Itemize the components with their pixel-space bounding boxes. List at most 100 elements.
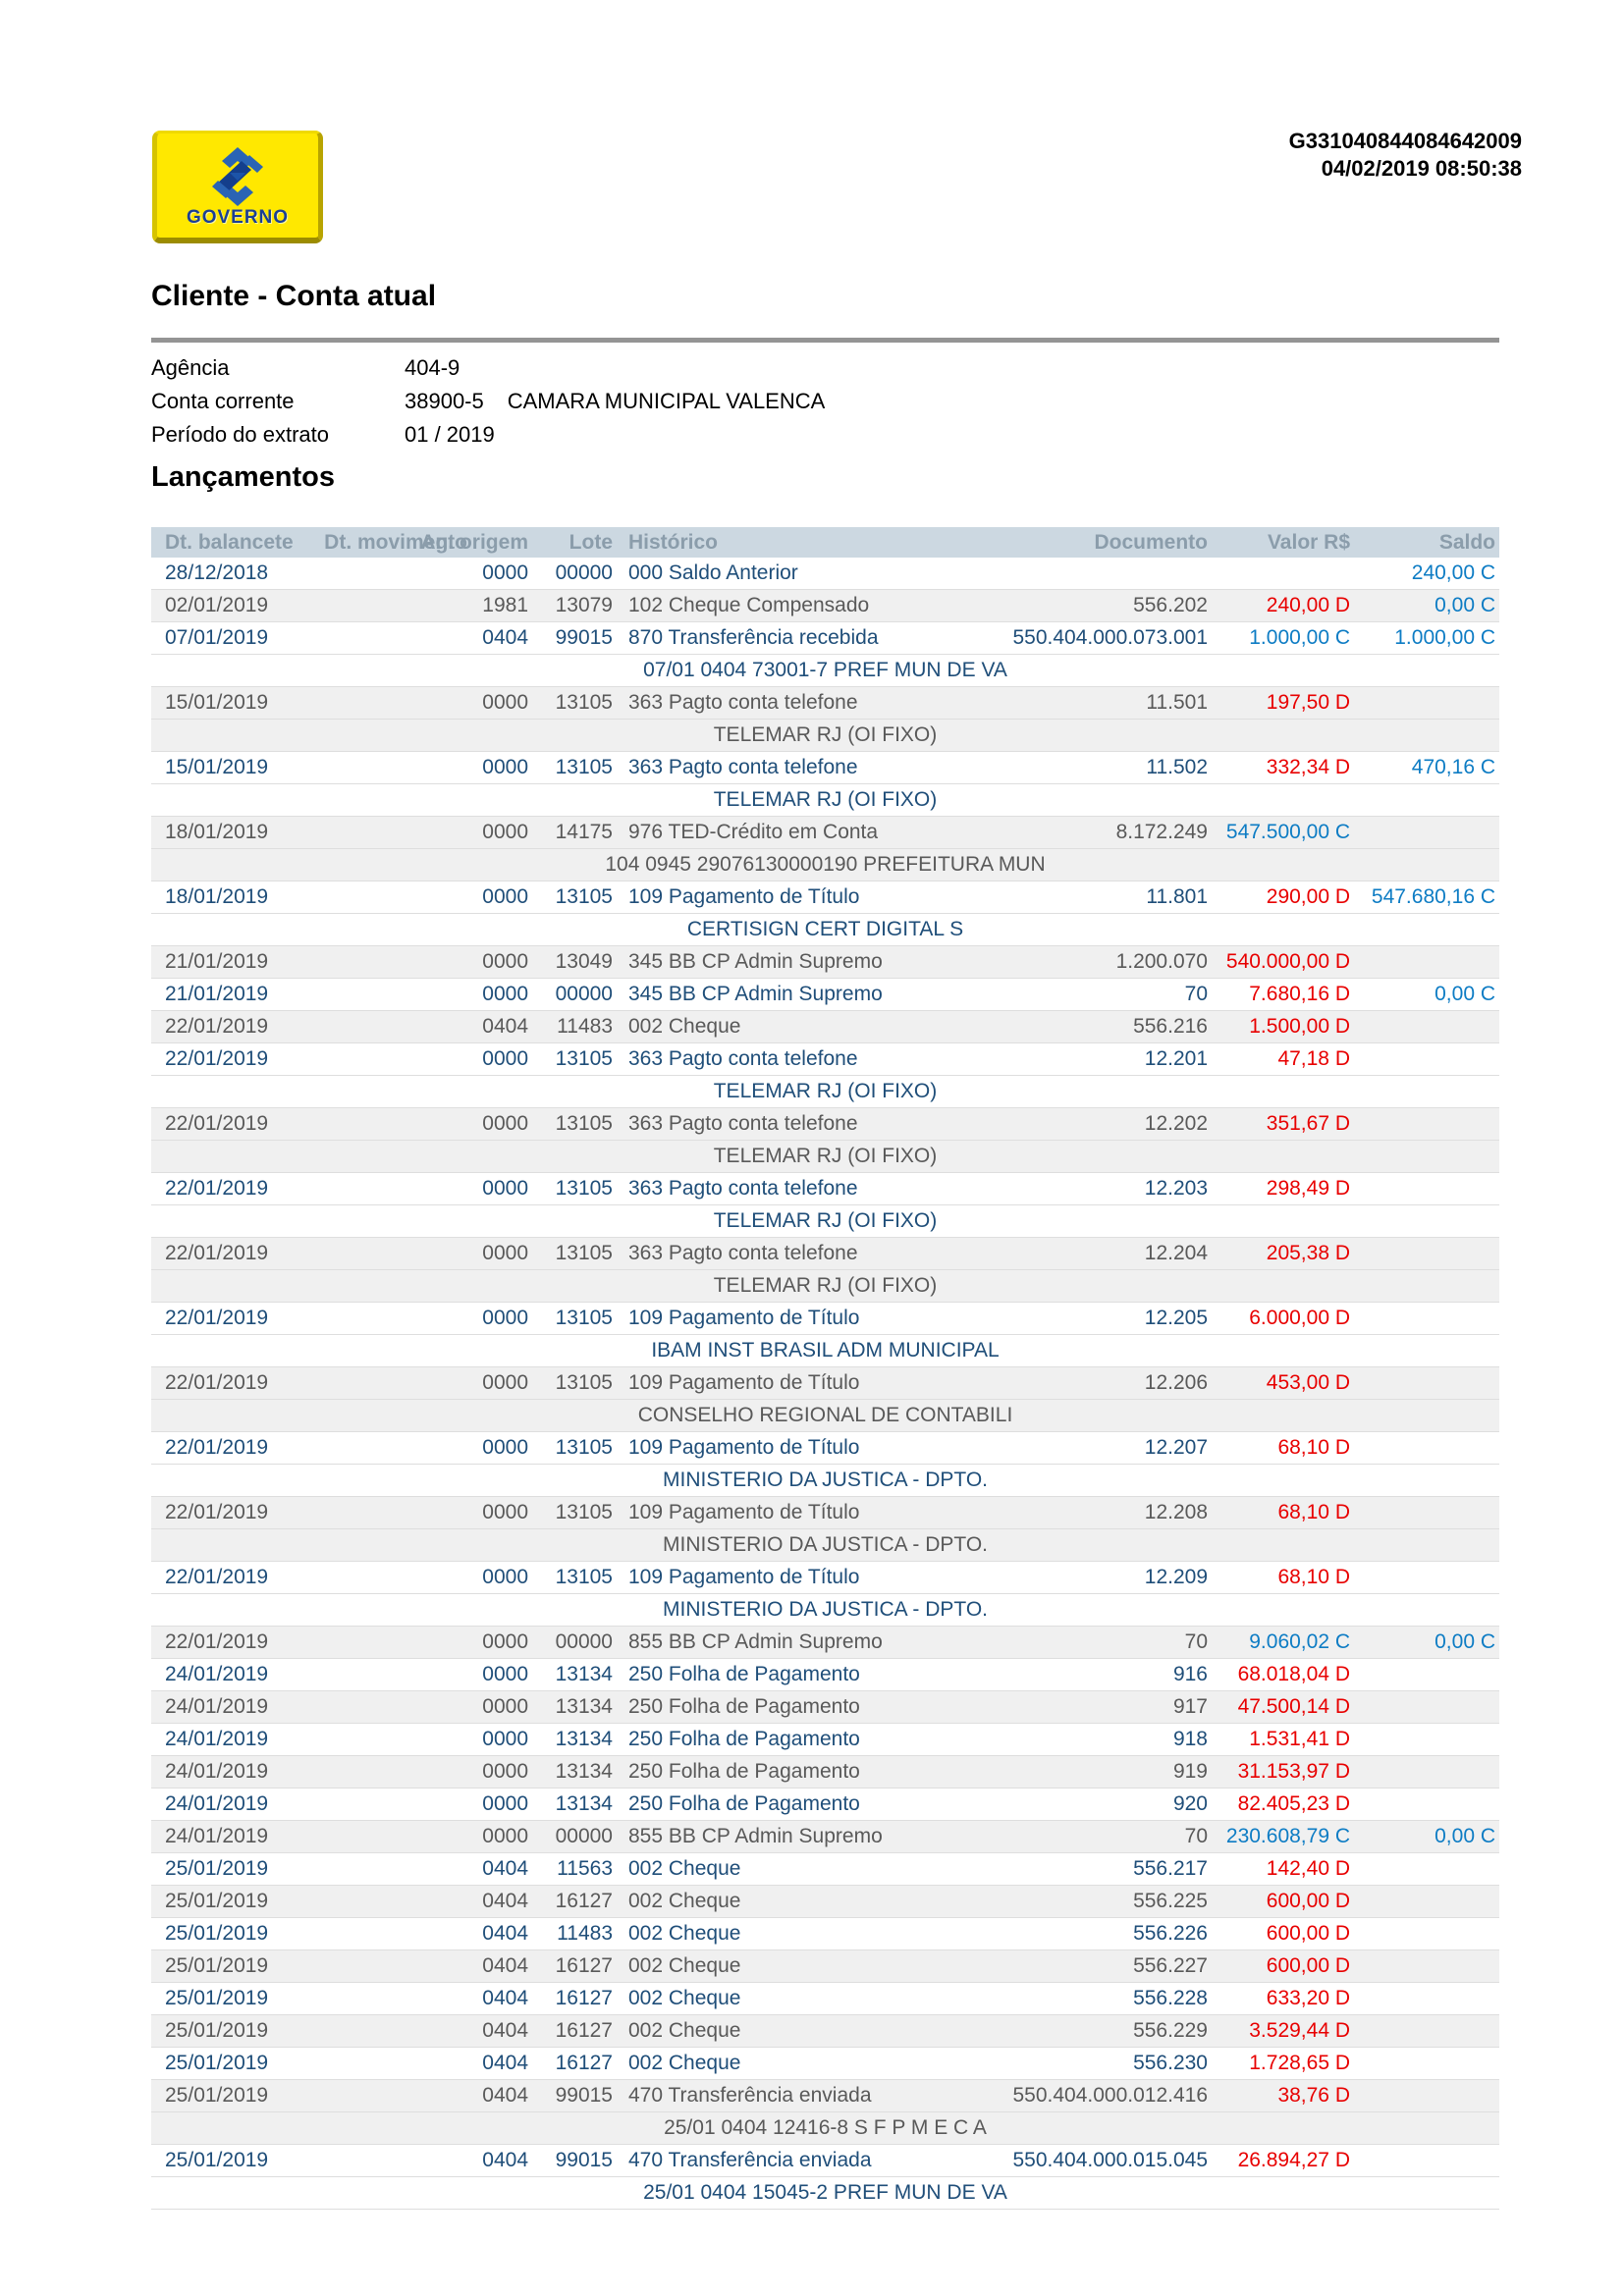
cell-historico: 109 Pagamento de Título — [628, 1566, 860, 1588]
continuation-text: MINISTERIO DA JUSTICA - DPTO. — [663, 1468, 988, 1491]
col-header-historico: Histórico — [628, 530, 719, 554]
cell-dt-balancete: 22/01/2019 — [165, 1307, 269, 1329]
table-row: 22/01/2019 0000 13105 109 Pagamento de T… — [151, 1432, 1499, 1465]
cell-saldo: 0,00 C — [1435, 983, 1495, 1005]
cell-lote: 13134 — [555, 1663, 613, 1685]
cell-documento: 12.207 — [1144, 1436, 1208, 1459]
cell-dt-balancete: 24/01/2019 — [165, 1760, 269, 1783]
continuation-text: 25/01 0404 12416-8 S F P M E C A — [664, 2116, 987, 2139]
cell-dt-balancete: 22/01/2019 — [165, 1371, 269, 1394]
cell-dt-movimento — [318, 1173, 475, 1204]
table-row: 25/01/2019 0404 16127 002 Cheque 556.227… — [151, 1950, 1499, 1983]
continuation-text: MINISTERIO DA JUSTICA - DPTO. — [663, 1533, 988, 1556]
cell-dt-movimento — [318, 1238, 475, 1269]
cell-dt-movimento — [318, 1011, 475, 1042]
continuation-text: TELEMAR RJ (OI FIXO) — [713, 1274, 938, 1297]
table-row: 24/01/2019 0000 13134 250 Folha de Pagam… — [151, 1724, 1499, 1756]
cell-lote: 16127 — [555, 2052, 613, 2074]
cell-ag-origem: 0404 — [482, 1922, 528, 1945]
cell-documento: 70 — [1184, 1825, 1208, 1847]
table-continuation-row: TELEMAR RJ (OI FIXO) — [151, 1141, 1499, 1173]
cell-historico: 102 Cheque Compensado — [628, 594, 870, 616]
cell-dt-movimento — [318, 2048, 475, 2079]
cell-saldo — [1354, 1950, 1499, 1982]
cell-ag-origem: 0000 — [482, 885, 528, 908]
cell-lote: 99015 — [555, 2149, 613, 2171]
cell-lote: 13049 — [555, 950, 613, 973]
cell-saldo — [1354, 1886, 1499, 1917]
info-row-agencia: Agência 404-9 — [151, 351, 825, 385]
cell-valor: 453,00 D — [1266, 1371, 1350, 1394]
cell-dt-movimento — [318, 1432, 475, 1464]
cell-dt-movimento — [318, 1950, 475, 1982]
cell-lote: 13105 — [555, 1177, 613, 1200]
cell-historico: 976 TED-Crédito em Conta — [628, 821, 879, 843]
cell-dt-balancete: 22/01/2019 — [165, 1112, 269, 1135]
table-row: 24/01/2019 0000 13134 250 Folha de Pagam… — [151, 1756, 1499, 1789]
continuation-text: 07/01 0404 73001-7 PREF MUN DE VA — [643, 659, 1007, 681]
table-body: 28/12/2018 0000 00000 000 Saldo Anterior… — [151, 558, 1499, 2210]
cell-ag-origem: 0000 — [482, 561, 528, 584]
cell-saldo — [1354, 1562, 1499, 1593]
cell-documento: 12.201 — [1144, 1047, 1208, 1070]
cell-documento: 556.229 — [1133, 2019, 1208, 2042]
cell-saldo — [1354, 1303, 1499, 1334]
cell-documento: 1.200.070 — [1115, 950, 1208, 973]
agencia-label: Agência — [151, 355, 230, 380]
cell-dt-balancete: 22/01/2019 — [165, 1630, 269, 1653]
table-continuation-row: MINISTERIO DA JUSTICA - DPTO. — [151, 1529, 1499, 1562]
cell-saldo — [1354, 1432, 1499, 1464]
cell-valor: 3.529,44 D — [1249, 2019, 1350, 2042]
cell-dt-balancete: 22/01/2019 — [165, 1501, 269, 1523]
cell-ag-origem: 0404 — [482, 1015, 528, 1038]
cell-lote: 16127 — [555, 1987, 613, 2009]
cell-dt-balancete: 22/01/2019 — [165, 1015, 269, 1038]
continuation-text: 104 0945 29076130000190 PREFEITURA MUN — [605, 853, 1046, 876]
cell-dt-movimento — [318, 558, 475, 589]
cell-historico: 000 Saldo Anterior — [628, 561, 798, 584]
table-row: 25/01/2019 0404 16127 002 Cheque 556.228… — [151, 1983, 1499, 2015]
cell-documento: 919 — [1172, 1760, 1208, 1783]
report-code: G331040844084642009 — [1288, 129, 1522, 153]
cell-valor: 1.500,00 D — [1249, 1015, 1350, 1038]
cell-saldo: 0,00 C — [1435, 1825, 1495, 1847]
table-continuation-row: 104 0945 29076130000190 PREFEITURA MUN — [151, 849, 1499, 881]
cell-dt-movimento — [318, 881, 475, 913]
cell-historico: 002 Cheque — [628, 1922, 741, 1945]
table-row: 02/01/2019 1981 13079 102 Cheque Compens… — [151, 590, 1499, 622]
cell-ag-origem: 1981 — [482, 594, 528, 616]
cell-dt-balancete: 25/01/2019 — [165, 2052, 269, 2074]
cell-dt-movimento — [318, 1659, 475, 1690]
report-datetime: 04/02/2019 08:50:38 — [1321, 156, 1522, 181]
cell-dt-balancete: 25/01/2019 — [165, 1890, 269, 1912]
cell-saldo — [1354, 1173, 1499, 1204]
cell-saldo — [1354, 2145, 1499, 2176]
cell-valor: 351,67 D — [1266, 1112, 1350, 1135]
cell-historico: 363 Pagto conta telefone — [628, 1242, 858, 1264]
cell-dt-movimento — [318, 2145, 475, 2176]
section-title: Lançamentos — [151, 461, 335, 493]
cell-lote: 13134 — [555, 1760, 613, 1783]
cell-dt-balancete: 07/01/2019 — [165, 626, 269, 649]
table-row: 28/12/2018 0000 00000 000 Saldo Anterior… — [151, 558, 1499, 590]
cell-ag-origem: 0000 — [482, 1630, 528, 1653]
cell-documento: 920 — [1172, 1792, 1208, 1815]
table-row: 21/01/2019 0000 13049 345 BB CP Admin Su… — [151, 946, 1499, 979]
cell-valor: 600,00 D — [1266, 1890, 1350, 1912]
cell-ag-origem: 0000 — [482, 1307, 528, 1329]
cell-historico: 855 BB CP Admin Supremo — [628, 1825, 883, 1847]
cell-lote: 13105 — [555, 1371, 613, 1394]
cell-dt-movimento — [318, 1853, 475, 1885]
continuation-text: IBAM INST BRASIL ADM MUNICIPAL — [651, 1339, 1000, 1362]
cell-valor: 7.680,16 D — [1249, 983, 1350, 1005]
table-continuation-row: CONSELHO REGIONAL DE CONTABILI — [151, 1400, 1499, 1432]
cell-documento: 918 — [1172, 1728, 1208, 1750]
cell-lote: 13105 — [555, 1047, 613, 1070]
continuation-text: TELEMAR RJ (OI FIXO) — [713, 788, 938, 811]
table-row: 22/01/2019 0000 13105 109 Pagamento de T… — [151, 1562, 1499, 1594]
cell-historico: 345 BB CP Admin Supremo — [628, 950, 883, 973]
cell-saldo — [1354, 1011, 1499, 1042]
cell-lote: 13134 — [555, 1792, 613, 1815]
table-row: 22/01/2019 0000 00000 855 BB CP Admin Su… — [151, 1627, 1499, 1659]
cell-dt-movimento — [318, 1108, 475, 1140]
